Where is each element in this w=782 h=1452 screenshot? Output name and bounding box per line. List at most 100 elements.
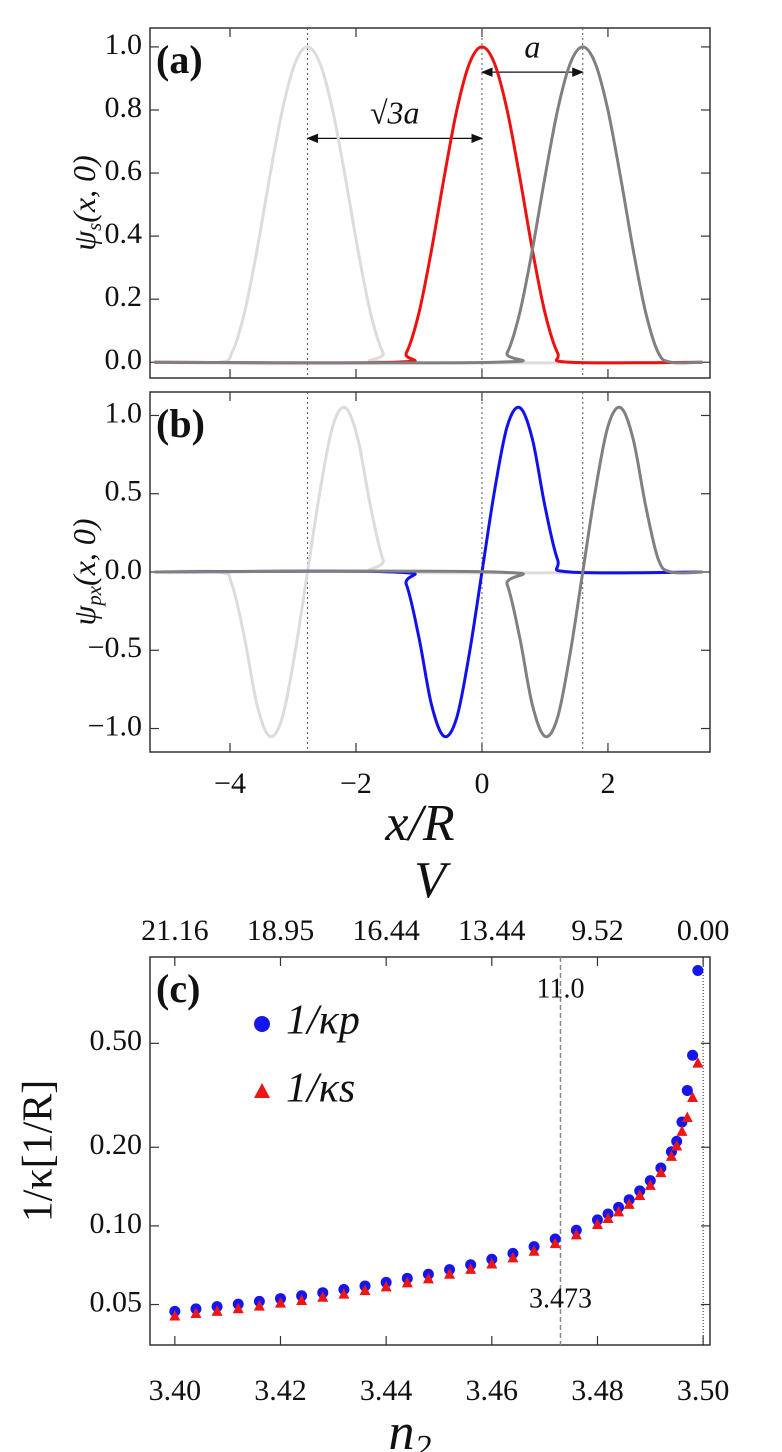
y-tick-label: 0.20: [90, 1128, 143, 1161]
label-symbol: n: [389, 1404, 415, 1452]
x2-tick-label: 13.44: [458, 914, 526, 947]
x2-tick-label: 16.44: [352, 914, 420, 947]
y-tick-label: 0.5: [105, 475, 143, 508]
y-tick-label: −1.0: [88, 709, 142, 742]
label-symbol: ψ: [66, 230, 102, 251]
data-point: [338, 1288, 350, 1299]
panel-label: (a): [156, 37, 203, 82]
y-tick-label: 0.8: [105, 91, 143, 124]
y-tick-label: 0.50: [90, 1024, 143, 1057]
data-point: [359, 1284, 371, 1296]
x-tick-label: 3.42: [254, 1374, 307, 1407]
y-tick-label: 0.05: [90, 1285, 143, 1318]
data-point: [676, 1125, 688, 1136]
label-subscript: px: [83, 585, 106, 607]
legend-label: 1/κp: [286, 998, 360, 1044]
data-point: [444, 1268, 456, 1279]
label-symbol: ψ: [66, 605, 102, 626]
data-point: [681, 1084, 693, 1096]
x-tick-label: 2: [600, 767, 615, 800]
data-point: [687, 1049, 699, 1061]
x2-tick-label: 18.95: [247, 914, 315, 947]
panel: −4 −2 0 2 −1.0 −0.5 0.0 0.5 1.0 (b) x/R: [88, 391, 711, 852]
data-point: [296, 1294, 308, 1306]
data-point: [190, 1307, 202, 1319]
y-tick-label: 1.0: [105, 28, 143, 61]
y-tick-label: 0.0: [105, 343, 143, 376]
panel-label: (c): [156, 966, 200, 1011]
panel: 0.0 0.2 0.4 0.6 0.8 1.0 √3a a (a): [105, 27, 711, 379]
x-tick-label: 3.44: [360, 1374, 413, 1407]
x-tick-label: −4: [214, 767, 246, 800]
annotation-label: √3a: [370, 95, 420, 131]
y-tick-label: 0.0: [105, 553, 143, 586]
data-point: [507, 1251, 519, 1263]
data-point: [671, 1139, 683, 1151]
data-line: [154, 405, 703, 739]
x-tick-label: 3.50: [677, 1374, 730, 1407]
data-point: [613, 1205, 625, 1217]
data-point: [549, 1237, 561, 1249]
y-tick-label: 1.0: [105, 396, 143, 429]
data-point: [274, 1297, 286, 1308]
data-point: [486, 1257, 498, 1269]
data-point: [570, 1228, 582, 1240]
plot-frame: [149, 27, 711, 379]
y-tick-label: −0.5: [88, 631, 142, 664]
x-tick-label: 0: [474, 767, 489, 800]
y-tick-label: 0.6: [105, 154, 143, 187]
data-point: [422, 1272, 434, 1284]
axis-label: ψs(x, 0): [66, 155, 105, 250]
data-point: [623, 1198, 635, 1209]
x2-tick-label: 9.52: [571, 914, 624, 947]
x2-axis-label: V: [414, 852, 451, 909]
data-point: [591, 1218, 603, 1230]
data-point: [401, 1276, 413, 1288]
data-point: [655, 1166, 667, 1178]
x-axis-label: x/R: [384, 795, 454, 852]
legend-marker: [254, 1083, 270, 1098]
data-line: [154, 45, 703, 365]
data-point: [465, 1263, 477, 1274]
x-tick-label: 3.46: [466, 1374, 519, 1407]
data-point: [232, 1302, 244, 1314]
data-line: [154, 45, 703, 365]
data-line: [154, 405, 703, 739]
data-point: [253, 1300, 265, 1311]
y-axis-label: 1/κ[1/R]: [16, 1080, 62, 1223]
data-point: [634, 1189, 646, 1201]
data-point: [687, 1091, 699, 1103]
plot-frame: [149, 956, 711, 1346]
label-subscript: 2: [415, 1429, 432, 1452]
x2-tick-label: 0.00: [677, 914, 730, 947]
data-point: [692, 964, 704, 976]
panel-label: (b): [156, 401, 205, 446]
data-point: [602, 1212, 614, 1224]
x-tick-label: −2: [340, 767, 372, 800]
highlight-v-label: 11.0: [537, 973, 585, 1004]
label-args: (x, 0): [66, 155, 102, 223]
annotation-label: a: [524, 28, 540, 64]
axis-label: ψpx(x, 0): [66, 518, 105, 625]
highlight-x-label: 3.473: [529, 1283, 592, 1314]
data-point: [380, 1280, 392, 1292]
label-subscript: s: [83, 223, 106, 231]
x2-tick-label: 21.16: [141, 914, 209, 947]
panel: 3.40 3.42 3.44 3.46 3.48 3.50 21.16 18.95 16.44 1…: [16, 852, 730, 1407]
data-point: [317, 1291, 329, 1302]
y-tick-label: 0.2: [105, 280, 143, 313]
data-line: [154, 45, 703, 365]
data-point: [692, 1057, 704, 1068]
data-point: [665, 1150, 677, 1161]
data-point: [211, 1305, 223, 1316]
x-tick-label: 3.40: [149, 1374, 202, 1407]
legend-label: 1/κs: [286, 1066, 355, 1112]
data-point: [169, 1309, 181, 1321]
legend-marker: [254, 1016, 270, 1032]
data-point: [681, 1111, 693, 1122]
axis-label: n2: [389, 1404, 432, 1452]
y-tick-label: 0.4: [105, 217, 143, 250]
data-point: [528, 1245, 540, 1256]
data-point: [644, 1179, 656, 1190]
